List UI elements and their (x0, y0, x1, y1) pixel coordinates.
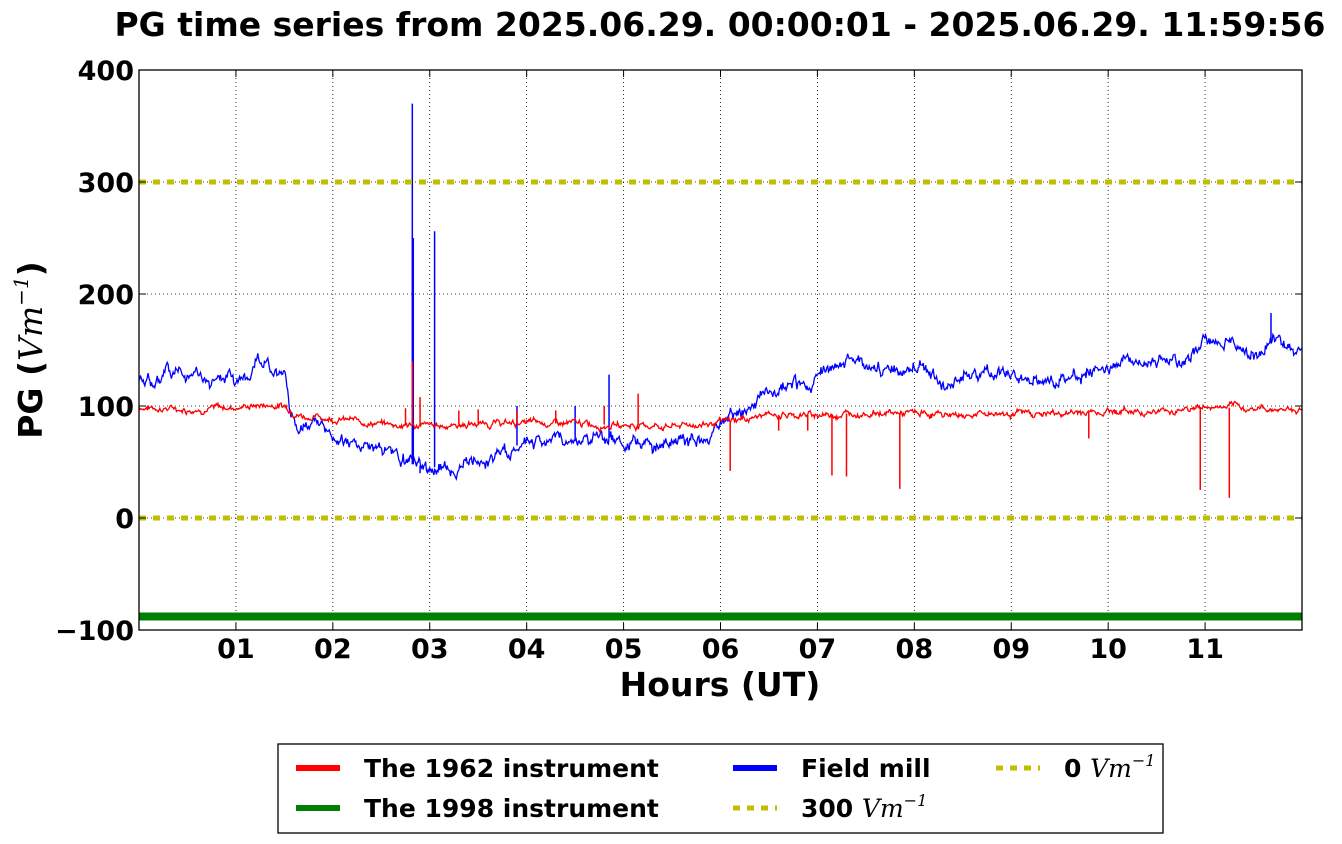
legend-label: The 1962 instrument (364, 754, 659, 783)
x-tick-label: 06 (702, 634, 740, 665)
x-tick-label: 02 (314, 634, 352, 665)
x-tick-label: 10 (1089, 634, 1127, 665)
legend-label: Field mill (801, 754, 931, 783)
x-axis-label: Hours (UT) (620, 665, 821, 704)
x-tick-label: 05 (605, 634, 643, 665)
y-tick-label: −100 (55, 616, 134, 647)
x-tick-label: 01 (217, 634, 255, 665)
x-tick-label: 07 (799, 634, 837, 665)
y-tick-label: 0 (115, 504, 134, 535)
legend-box (277, 743, 1164, 834)
y-axis-label-prefix: PG ( (11, 361, 50, 439)
legend: The 1962 instrument The 1998 instrument Fi… (277, 743, 1164, 834)
legend-label: 0 Vm−1 (1064, 751, 1155, 783)
y-tick-label: 200 (78, 280, 134, 311)
legend-item-300: 300 Vm−1 (733, 791, 927, 823)
x-tick-label: 04 (508, 634, 546, 665)
legend-item-the-1998-instrument: The 1998 instrument (296, 794, 659, 823)
series-the-1962-instrument-line (139, 400, 1302, 434)
x-tick-label: 08 (896, 634, 934, 665)
y-axis-label: PG (Vm−1) (9, 261, 50, 439)
legend-item-the-1962-instrument: The 1962 instrument (296, 754, 659, 783)
legend-label: 300 Vm−1 (801, 791, 927, 823)
y-tick-label: 100 (78, 392, 134, 423)
x-tick-label: 09 (992, 634, 1030, 665)
x-tick-label: 03 (411, 634, 449, 665)
y-axis-label-suffix: ) (11, 261, 50, 276)
y-tick-label: 300 (78, 168, 134, 199)
y-tick-label: 400 (78, 56, 134, 87)
x-tick-label: 11 (1186, 634, 1224, 665)
legend-label: The 1998 instrument (364, 794, 659, 823)
legend-item-field-mill: Field mill (733, 754, 931, 783)
series-layer (139, 103, 1302, 621)
y-axis-label-exp: −1 (9, 276, 33, 305)
grid-lines (139, 70, 1302, 630)
ticks: 01 02 03 04 05 06 07 08 09 10 11 −100 0 100 200 300 400 (55, 56, 1302, 665)
legend-item-0: 0 Vm−1 (996, 751, 1155, 783)
chart-title: PG time series from 2025.06.29. 00:00:01… (115, 5, 1326, 44)
y-axis-label-unit: Vm (11, 306, 50, 361)
